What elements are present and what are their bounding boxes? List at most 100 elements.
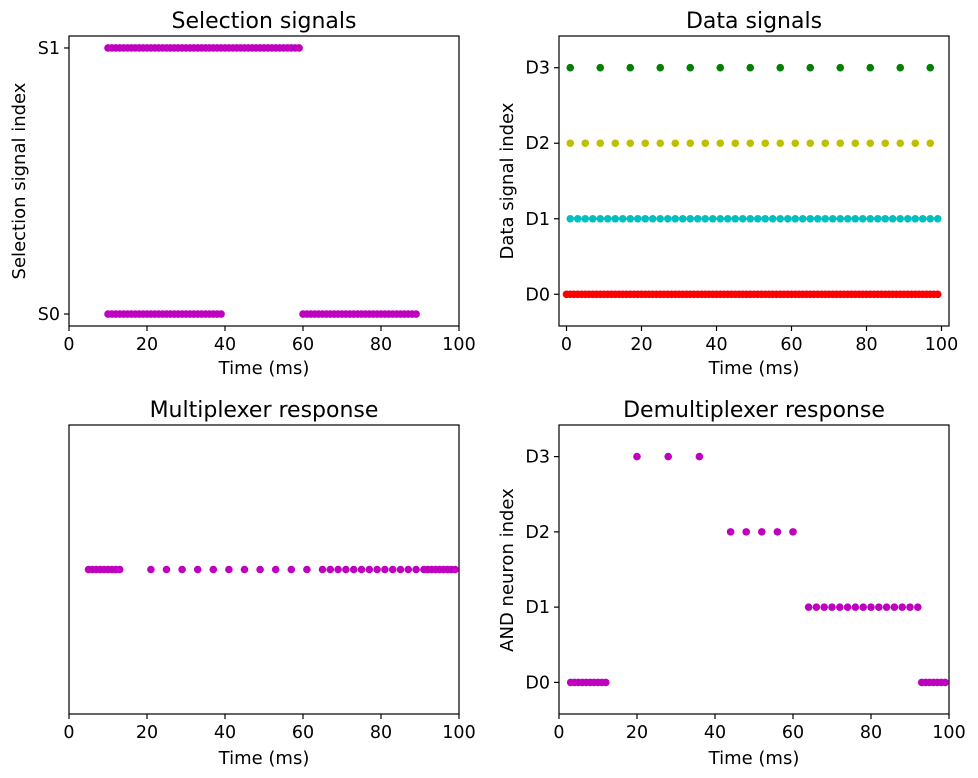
y-axis-label: AND neuron index xyxy=(497,488,518,652)
data-point xyxy=(716,63,725,72)
data-point xyxy=(806,214,815,223)
x-tick-label: 20 xyxy=(626,723,648,743)
data-point xyxy=(240,565,249,574)
data-point xyxy=(926,139,935,148)
data-point xyxy=(768,214,777,223)
data-point xyxy=(896,214,905,223)
x-axis: 0 20 40 60 80 100 xyxy=(553,714,966,743)
x-axis-label: Time (ms) xyxy=(218,358,310,379)
chart-data-signals: Data signals 0 20 40 60 80 100 D0 D1 D2 D3 Time … xyxy=(497,9,958,379)
x-tick-label: 80 xyxy=(860,723,882,743)
data-point xyxy=(926,214,935,223)
data-point xyxy=(633,214,642,223)
data-point xyxy=(813,214,822,223)
data-point xyxy=(708,214,717,223)
data-point xyxy=(746,139,755,148)
data-point xyxy=(656,139,665,148)
data-point xyxy=(603,214,612,223)
data-point xyxy=(303,565,311,574)
data-point xyxy=(843,603,852,611)
data-point xyxy=(881,214,890,223)
chart-title: Multiplexer response xyxy=(150,398,379,423)
data-point xyxy=(626,63,635,72)
data-point xyxy=(626,139,635,148)
data-point xyxy=(412,565,420,574)
data-point xyxy=(821,139,830,148)
x-tick-label: 100 xyxy=(442,335,475,355)
data-point xyxy=(723,214,732,223)
data-point xyxy=(776,139,785,148)
data-point xyxy=(836,603,844,611)
x-tick-label: 20 xyxy=(136,335,158,355)
data-point xyxy=(761,139,770,148)
chart-multiplexer-response: Multiplexer response 0 20 40 60 80 100 Time (… xyxy=(63,398,475,769)
data-point xyxy=(162,565,171,574)
x-axis: 0 20 40 60 80 100 xyxy=(63,714,476,743)
data-point xyxy=(611,214,620,223)
data-point xyxy=(926,63,935,72)
plot-area xyxy=(558,424,950,715)
data-point xyxy=(588,214,597,223)
data-point xyxy=(342,565,350,574)
y-tick-label: D3 xyxy=(525,448,550,468)
x-tick-label: 60 xyxy=(782,723,804,743)
data-point xyxy=(911,214,920,223)
data-point xyxy=(896,63,905,72)
data-point xyxy=(941,678,949,687)
data-point xyxy=(209,565,218,574)
chart-title: Data signals xyxy=(686,9,822,34)
data-point xyxy=(798,214,807,223)
x-tick-label: 40 xyxy=(214,723,236,743)
x-tick-label: 60 xyxy=(780,335,802,355)
data-point xyxy=(911,139,920,148)
x-tick-label: 40 xyxy=(705,335,727,355)
chart-title: Selection signals xyxy=(172,9,357,34)
data-point xyxy=(626,214,635,223)
data-point xyxy=(678,214,687,223)
data-point xyxy=(866,63,875,72)
plot-area xyxy=(68,424,460,715)
data-point xyxy=(888,214,897,223)
data-point xyxy=(596,214,605,223)
data-point xyxy=(890,603,899,611)
data-point xyxy=(918,214,927,223)
x-tick-label: 0 xyxy=(553,723,564,743)
x-tick-label: 0 xyxy=(561,335,572,355)
data-point xyxy=(898,603,906,611)
data-point xyxy=(820,603,828,611)
data-point xyxy=(381,565,389,574)
data-point xyxy=(828,603,836,611)
data-point xyxy=(836,63,845,72)
x-tick-label: 60 xyxy=(292,723,314,743)
data-point xyxy=(686,139,695,148)
x-axis-label: Time (ms) xyxy=(218,748,310,769)
data-point xyxy=(365,565,374,574)
data-point xyxy=(851,139,860,148)
data-point xyxy=(828,214,837,223)
data-point xyxy=(783,214,792,223)
data-point xyxy=(731,139,740,148)
data-point xyxy=(914,603,922,611)
data-point xyxy=(806,63,815,72)
data-point xyxy=(726,528,735,536)
y-axis: S0 S1 xyxy=(38,39,69,325)
y-tick-label: S0 xyxy=(38,305,60,325)
data-point xyxy=(671,139,680,148)
data-point xyxy=(596,63,605,72)
data-point xyxy=(357,565,366,574)
data-point xyxy=(404,565,413,574)
data-point xyxy=(906,603,914,611)
x-tick-label: 100 xyxy=(932,723,965,743)
data-point xyxy=(271,565,280,574)
data-point xyxy=(716,214,725,223)
x-tick-label: 80 xyxy=(370,335,392,355)
x-tick-label: 100 xyxy=(925,335,958,355)
data-point xyxy=(451,565,459,574)
x-axis-label: Time (ms) xyxy=(708,748,800,769)
data-point xyxy=(566,214,575,223)
data-point xyxy=(641,139,650,148)
data-point xyxy=(933,214,942,223)
data-point xyxy=(256,565,264,574)
data-point xyxy=(791,139,800,148)
